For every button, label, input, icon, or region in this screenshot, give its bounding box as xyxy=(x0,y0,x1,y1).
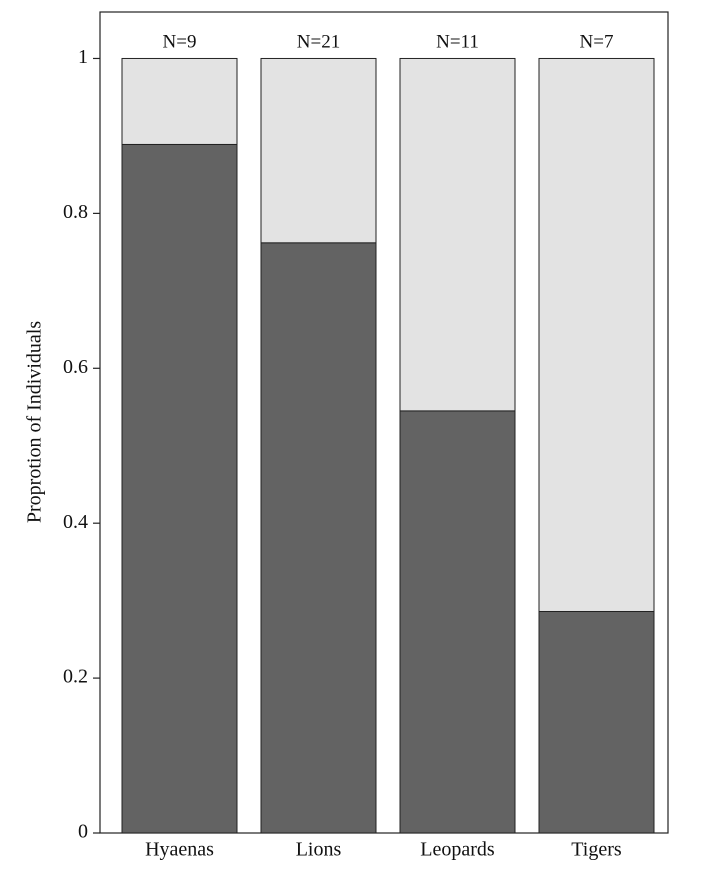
bar-segment xyxy=(399,410,516,834)
x-tick-label: Leopards xyxy=(420,839,495,861)
x-tick-label: Tigers xyxy=(571,839,622,861)
bar-segment xyxy=(538,57,655,612)
x-tick-label: Hyaenas xyxy=(145,839,214,861)
y-tick-label: 0 xyxy=(78,821,88,843)
sample-size-label: N=11 xyxy=(436,31,479,52)
sample-size-label: N=9 xyxy=(163,31,197,52)
y-tick-label: 1 xyxy=(78,46,88,68)
y-axis-label: Proprotion of Individuals xyxy=(24,321,46,523)
y-tick-label: 0.4 xyxy=(63,511,88,533)
y-tick-label: 0.6 xyxy=(63,356,88,378)
x-tick-label: Lions xyxy=(296,839,342,861)
bar-segment xyxy=(538,610,655,834)
y-tick-label: 0.8 xyxy=(63,201,88,223)
plot-frame xyxy=(99,11,669,834)
bar-segment xyxy=(260,242,377,834)
bar-segment xyxy=(260,57,377,244)
bar-segment xyxy=(121,57,238,145)
sample-size-label: N=21 xyxy=(297,31,340,52)
y-tick-label: 0.2 xyxy=(63,666,88,688)
sample-size-label: N=7 xyxy=(580,31,614,52)
bar-segment xyxy=(121,143,238,834)
bar-segment xyxy=(399,57,516,412)
